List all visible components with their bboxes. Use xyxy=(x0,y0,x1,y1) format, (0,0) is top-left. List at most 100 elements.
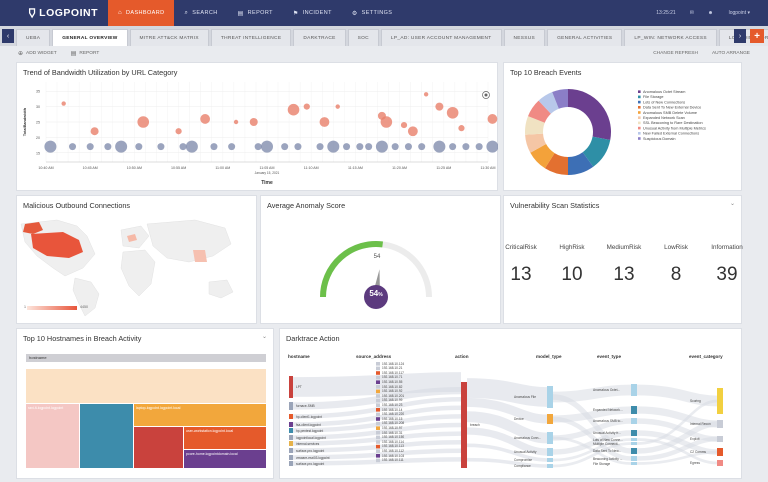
chevron-down-icon[interactable]: ⌄ xyxy=(729,201,735,207)
scatter-point[interactable] xyxy=(185,140,198,153)
sankey-ip-node[interactable] xyxy=(376,417,380,421)
scatter-point[interactable] xyxy=(104,143,112,151)
scatter-point[interactable] xyxy=(254,143,262,151)
scatter-point[interactable] xyxy=(365,143,373,151)
sankey-host-node[interactable] xyxy=(289,448,293,453)
sankey-category-node[interactable] xyxy=(717,388,723,414)
user-menu[interactable]: ☻ logpoint ▾ xyxy=(707,10,750,16)
scatter-point[interactable] xyxy=(86,143,94,151)
scatter-point[interactable] xyxy=(433,140,446,153)
scatter-point[interactable] xyxy=(69,143,77,151)
donut-slice[interactable] xyxy=(568,152,594,175)
sankey-category-node[interactable] xyxy=(717,448,723,456)
scatter-point[interactable] xyxy=(303,103,310,110)
scatter-point[interactable] xyxy=(356,143,364,151)
tab-threat-intelligence[interactable]: THREAT INTELLIGENCE xyxy=(210,29,292,46)
sankey-ip-node[interactable] xyxy=(376,394,380,398)
scatter-point[interactable] xyxy=(343,143,351,151)
sankey-ip-node[interactable] xyxy=(376,431,380,435)
tab-lp-win[interactable]: LP_WIN: NETWORK ACCESS xyxy=(624,29,717,46)
tab-general-activities[interactable]: GENERAL ACTIVITIES xyxy=(547,29,623,46)
sankey-model-node[interactable] xyxy=(547,448,553,456)
scatter-point[interactable] xyxy=(175,128,182,135)
sankey-host-node[interactable] xyxy=(289,376,293,398)
sankey-action-node[interactable] xyxy=(461,382,467,468)
sankey-ip-node[interactable] xyxy=(376,366,380,371)
tab-soc[interactable]: SOC xyxy=(347,29,379,46)
sankey-model-node[interactable] xyxy=(547,386,553,408)
scatter-point[interactable] xyxy=(404,143,412,151)
scatter-point[interactable] xyxy=(407,126,418,137)
scatter-point[interactable] xyxy=(335,104,340,109)
tab-lp-ad[interactable]: LP_AD: USER ACCOUNT MANAGEMENT xyxy=(380,29,502,46)
treemap-tile[interactable] xyxy=(134,404,266,426)
sankey-ip-node[interactable] xyxy=(376,380,380,384)
nav-report[interactable]: ▤ REPORT xyxy=(237,10,273,17)
tab-mitre[interactable]: MITRE ATT&CK MATRIX xyxy=(129,29,209,46)
tab-nessus[interactable]: NESSUS xyxy=(503,29,546,46)
tabs-prev-button[interactable]: ‹ xyxy=(2,29,14,43)
scatter-point[interactable] xyxy=(261,140,273,153)
sankey-category-node[interactable] xyxy=(717,420,723,428)
sankey-host-node[interactable] xyxy=(289,402,293,410)
scatter-point[interactable] xyxy=(294,143,302,151)
sankey-event-node[interactable] xyxy=(631,418,637,424)
sankey-model-node[interactable] xyxy=(547,464,553,468)
scatter-point[interactable] xyxy=(249,118,258,126)
nav-dashboard[interactable]: ⌂ DASHBOARD xyxy=(108,0,175,26)
nav-settings[interactable]: ⚙ SETTINGS xyxy=(351,10,393,17)
treemap-tile[interactable] xyxy=(184,450,266,468)
scatter-point[interactable] xyxy=(179,143,187,151)
report-button[interactable]: ▤ REPORT xyxy=(70,50,100,57)
sankey-event-node[interactable] xyxy=(631,384,637,396)
scatter-point[interactable] xyxy=(375,140,388,153)
sankey-event-node[interactable] xyxy=(631,406,637,414)
sankey-model-node[interactable] xyxy=(547,458,553,462)
scatter-point[interactable] xyxy=(423,92,429,97)
scatter-point[interactable] xyxy=(157,143,165,151)
sankey-host-node[interactable] xyxy=(289,441,293,446)
sankey-host-node[interactable] xyxy=(289,414,293,419)
scatter-point[interactable] xyxy=(418,143,426,151)
sankey-event-node[interactable] xyxy=(631,456,637,461)
sankey-host-node[interactable] xyxy=(289,461,293,466)
donut-slice[interactable] xyxy=(568,89,611,141)
scatter-point[interactable] xyxy=(449,143,457,151)
sankey-ip-node[interactable] xyxy=(376,444,380,449)
sankey-host-node[interactable] xyxy=(289,428,293,433)
tab-ueba[interactable]: UEBA xyxy=(16,29,51,46)
sankey-ip-node[interactable] xyxy=(376,408,380,412)
tab-darktrace[interactable]: DARKTRACE xyxy=(293,29,346,46)
scatter-point[interactable] xyxy=(400,121,408,129)
sankey-model-node[interactable] xyxy=(547,414,553,424)
logo[interactable]: LOGPOINT xyxy=(0,0,108,26)
sankey-ip-node[interactable] xyxy=(376,454,380,458)
scatter-point[interactable] xyxy=(287,103,300,116)
treemap-tile[interactable] xyxy=(80,404,133,468)
scatter-point[interactable] xyxy=(462,143,470,151)
sankey-ip-node[interactable] xyxy=(376,435,380,440)
nav-incident[interactable]: ⚑ INCIDENT xyxy=(292,10,332,17)
scatter-point[interactable] xyxy=(475,143,483,151)
sankey-ip-node[interactable] xyxy=(376,385,380,389)
sankey-category-node[interactable] xyxy=(717,436,723,442)
scatter-point[interactable] xyxy=(281,143,289,151)
scatter-point[interactable] xyxy=(446,106,459,119)
scatter-point[interactable] xyxy=(391,143,399,151)
sankey-category-node[interactable] xyxy=(717,460,723,466)
tabs-next-button[interactable]: › xyxy=(734,29,746,43)
scatter-point[interactable] xyxy=(90,127,99,136)
donut-slice[interactable] xyxy=(552,89,568,109)
scatter-point[interactable] xyxy=(44,140,57,153)
scatter-point[interactable] xyxy=(61,101,66,106)
scatter-point[interactable] xyxy=(115,140,128,153)
scatter-point[interactable] xyxy=(316,143,324,151)
scatter-point[interactable] xyxy=(380,116,393,128)
treemap-tile[interactable] xyxy=(26,404,79,468)
sankey-ip-node[interactable] xyxy=(376,421,380,426)
sankey-event-node[interactable] xyxy=(631,438,637,441)
nav-search[interactable]: ⌕ SEARCH xyxy=(184,9,218,17)
scatter-point[interactable] xyxy=(200,114,211,124)
sankey-ip-node[interactable] xyxy=(376,398,380,403)
donut-slice[interactable] xyxy=(538,92,559,114)
